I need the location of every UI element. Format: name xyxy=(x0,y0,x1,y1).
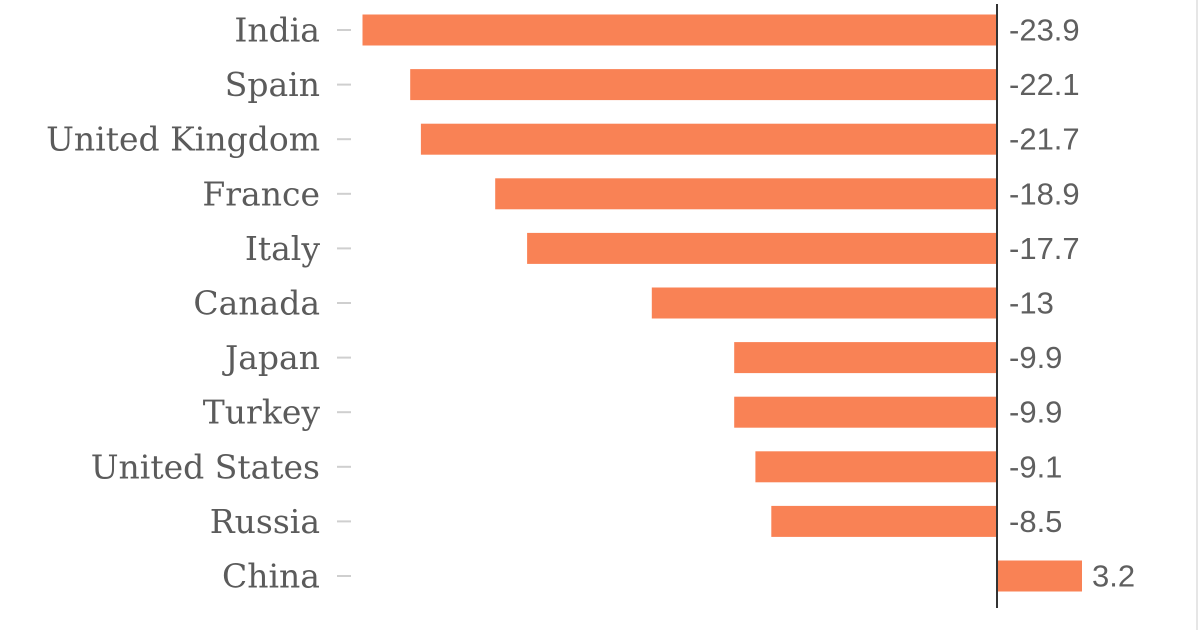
tick-marks xyxy=(337,29,351,577)
category-label-united-kingdom: United Kingdom xyxy=(46,120,320,159)
bar-france xyxy=(495,178,997,210)
value-label-united-states: -9.1 xyxy=(1009,449,1062,484)
value-labels: -23.9 -22.1 -21.7 -18.9 -17.7 -13 -9.9 -9.9 -9.1… xyxy=(1009,13,1135,594)
value-label-united-kingdom: -21.7 xyxy=(1009,122,1080,157)
bar-united-states xyxy=(755,451,997,483)
bar-japan xyxy=(734,342,997,374)
category-label-china: China xyxy=(222,557,320,596)
category-label-united-states: United States xyxy=(91,447,320,486)
category-label-india: India xyxy=(234,11,320,50)
value-label-china: 3.2 xyxy=(1092,559,1135,594)
category-label-france: France xyxy=(202,174,320,213)
bar-china xyxy=(997,560,1082,592)
category-label-canada: Canada xyxy=(193,284,320,323)
bar-canada xyxy=(651,287,997,319)
value-label-india: -23.9 xyxy=(1009,13,1080,48)
category-labels: India Spain United Kingdom France Italy Canad… xyxy=(46,11,320,596)
category-label-italy: Italy xyxy=(245,229,321,268)
category-label-turkey: Turkey xyxy=(203,393,321,432)
bar-united-kingdom xyxy=(420,123,997,155)
value-label-turkey: -9.9 xyxy=(1009,395,1062,430)
value-label-france: -18.9 xyxy=(1009,176,1080,211)
bar-turkey xyxy=(734,396,997,428)
value-label-japan: -9.9 xyxy=(1009,340,1062,375)
value-label-canada: -13 xyxy=(1009,286,1054,321)
bar-russia xyxy=(771,505,997,537)
category-label-russia: Russia xyxy=(210,502,320,541)
category-label-japan: Japan xyxy=(222,338,320,377)
value-label-russia: -8.5 xyxy=(1009,504,1062,539)
bars xyxy=(362,14,1082,592)
bar-italy xyxy=(527,232,997,264)
category-label-spain: Spain xyxy=(225,65,320,104)
bar-india xyxy=(362,14,997,46)
bar-spain xyxy=(410,69,997,101)
value-label-italy: -17.7 xyxy=(1009,231,1080,266)
value-label-spain: -22.1 xyxy=(1009,67,1080,102)
